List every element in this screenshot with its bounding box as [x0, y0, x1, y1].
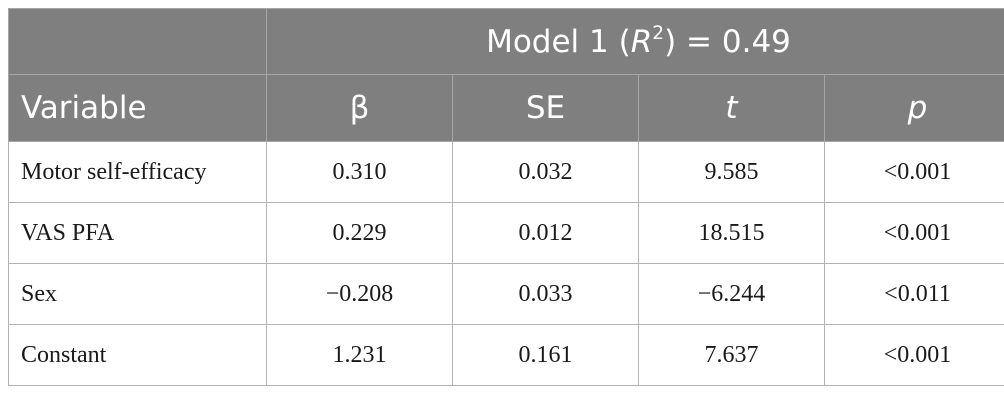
- cell-beta: 0.229: [266, 202, 453, 264]
- cell-t: 18.515: [638, 202, 825, 264]
- header-row-model: Model 1 (R2) = 0.49: [8, 8, 1004, 75]
- cell-beta: 1.231: [266, 324, 453, 386]
- cell-se: 0.033: [452, 263, 639, 325]
- cell-p: <0.001: [824, 202, 1004, 264]
- table-row: Constant 1.231 0.161 7.637 <0.001: [8, 324, 1004, 386]
- header-row-columns: Variable β SE t p: [8, 74, 1004, 142]
- header-empty-cell: [8, 8, 267, 75]
- column-header-t: t: [638, 74, 825, 142]
- column-header-p: p: [824, 74, 1004, 142]
- cell-se: 0.161: [452, 324, 639, 386]
- cell-beta: 0.310: [266, 141, 453, 203]
- cell-t: 7.637: [638, 324, 825, 386]
- cell-se: 0.032: [452, 141, 639, 203]
- cell-p: <0.011: [824, 263, 1004, 325]
- cell-variable: VAS PFA: [8, 202, 267, 264]
- regression-table: Model 1 (R2) = 0.49 Variable β SE t p Mo…: [8, 8, 1004, 386]
- table-row: Sex −0.208 0.033 −6.244 <0.011: [8, 263, 1004, 325]
- table-row: VAS PFA 0.229 0.012 18.515 <0.001: [8, 202, 1004, 264]
- cell-se: 0.012: [452, 202, 639, 264]
- cell-variable: Constant: [8, 324, 267, 386]
- cell-p: <0.001: [824, 141, 1004, 203]
- cell-t: −6.244: [638, 263, 825, 325]
- cell-p: <0.001: [824, 324, 1004, 386]
- cell-variable: Sex: [8, 263, 267, 325]
- cell-beta: −0.208: [266, 263, 453, 325]
- cell-t: 9.585: [638, 141, 825, 203]
- cell-variable: Motor self-efficacy: [8, 141, 267, 203]
- column-header-beta: β: [266, 74, 453, 142]
- table-row: Motor self-efficacy 0.310 0.032 9.585 <0…: [8, 141, 1004, 203]
- model-header: Model 1 (R2) = 0.49: [266, 8, 1004, 75]
- column-header-se: SE: [452, 74, 639, 142]
- column-header-variable: Variable: [8, 74, 267, 142]
